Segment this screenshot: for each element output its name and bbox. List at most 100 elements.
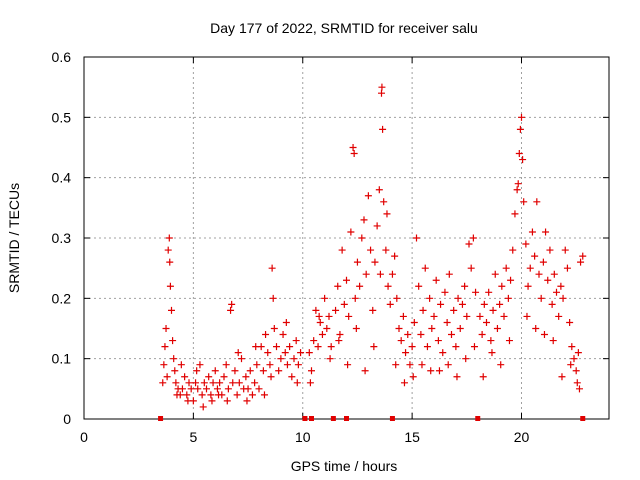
data-point <box>364 192 372 200</box>
data-point <box>528 228 536 236</box>
data-point <box>373 222 381 230</box>
data-point <box>573 379 581 387</box>
data-point <box>242 373 250 381</box>
data-point <box>318 331 326 339</box>
data-point <box>326 355 334 363</box>
data-point <box>470 343 478 351</box>
data-point <box>577 258 585 266</box>
y-axis-title: SRMTID / TECUs <box>6 183 22 293</box>
data-point <box>165 234 173 242</box>
data-point <box>362 270 370 278</box>
data-point <box>465 240 473 248</box>
data-point <box>520 198 528 206</box>
data-point <box>166 258 174 266</box>
data-point <box>497 361 505 369</box>
data-point <box>409 373 417 381</box>
zero-point <box>302 416 308 421</box>
data-point <box>248 391 256 399</box>
data-point <box>568 343 576 351</box>
data-point <box>198 391 206 399</box>
data-point <box>216 379 224 387</box>
data-point <box>292 337 300 345</box>
data-point <box>268 264 276 272</box>
data-point <box>184 397 192 405</box>
x-tick-label: 0 <box>80 429 88 445</box>
data-point <box>262 331 270 339</box>
data-point <box>549 337 557 345</box>
data-point <box>439 349 447 357</box>
data-point <box>173 391 181 399</box>
data-point <box>376 270 384 278</box>
data-point <box>546 246 554 254</box>
data-point <box>392 361 400 369</box>
data-point <box>426 294 434 302</box>
data-point <box>518 113 525 121</box>
data-point <box>397 337 405 345</box>
data-point <box>199 403 207 411</box>
data-point <box>386 300 394 308</box>
data-point <box>413 234 420 242</box>
data-point <box>193 367 201 375</box>
data-point <box>444 361 452 369</box>
data-point <box>169 337 177 345</box>
y-tick-label: 0 <box>63 411 71 427</box>
data-point <box>356 282 364 290</box>
data-point <box>187 385 195 393</box>
data-point <box>312 306 320 314</box>
zero-point <box>158 416 164 421</box>
data-point <box>511 210 519 218</box>
data-point <box>161 343 169 351</box>
data-point <box>310 337 318 345</box>
data-point <box>378 89 385 97</box>
data-point <box>231 367 239 375</box>
data-point <box>432 276 440 284</box>
data-point <box>559 294 567 302</box>
data-point <box>349 144 357 151</box>
zero-point <box>344 416 349 421</box>
data-point <box>483 318 490 326</box>
data-point <box>269 294 277 302</box>
data-point <box>203 385 210 393</box>
data-point <box>360 216 368 224</box>
x-tick-label: 10 <box>295 429 311 445</box>
data-point <box>334 282 342 290</box>
data-point <box>540 331 548 339</box>
data-point <box>462 355 470 363</box>
data-point <box>323 325 331 332</box>
data-point <box>290 355 298 363</box>
data-point <box>515 150 523 158</box>
data-point <box>456 325 464 332</box>
data-point <box>213 385 221 393</box>
data-point <box>350 150 358 158</box>
data-point <box>454 294 462 302</box>
data-point <box>379 125 387 133</box>
data-point <box>428 325 436 332</box>
zero-markers <box>158 416 586 421</box>
data-point <box>430 312 438 320</box>
data-point <box>215 391 223 399</box>
data-point <box>181 373 189 381</box>
data-point <box>441 288 449 296</box>
data-point <box>220 373 228 381</box>
data-point <box>504 294 512 302</box>
data-point <box>496 300 504 308</box>
data-point <box>196 361 204 369</box>
data-point <box>479 373 487 381</box>
data-point <box>388 270 396 278</box>
data-point <box>192 379 200 387</box>
data-point <box>558 373 566 381</box>
data-point <box>343 276 350 284</box>
data-point <box>227 306 235 314</box>
data-point <box>553 288 560 296</box>
data-point <box>383 210 391 218</box>
data-point <box>557 282 565 290</box>
data-point <box>435 367 443 375</box>
data-point <box>275 367 283 375</box>
data-point <box>233 391 241 399</box>
data-point <box>159 379 167 387</box>
data-point <box>172 379 180 387</box>
zero-point <box>309 416 314 421</box>
zero-point <box>475 416 481 421</box>
data-point <box>288 373 296 381</box>
data-point <box>294 361 302 369</box>
